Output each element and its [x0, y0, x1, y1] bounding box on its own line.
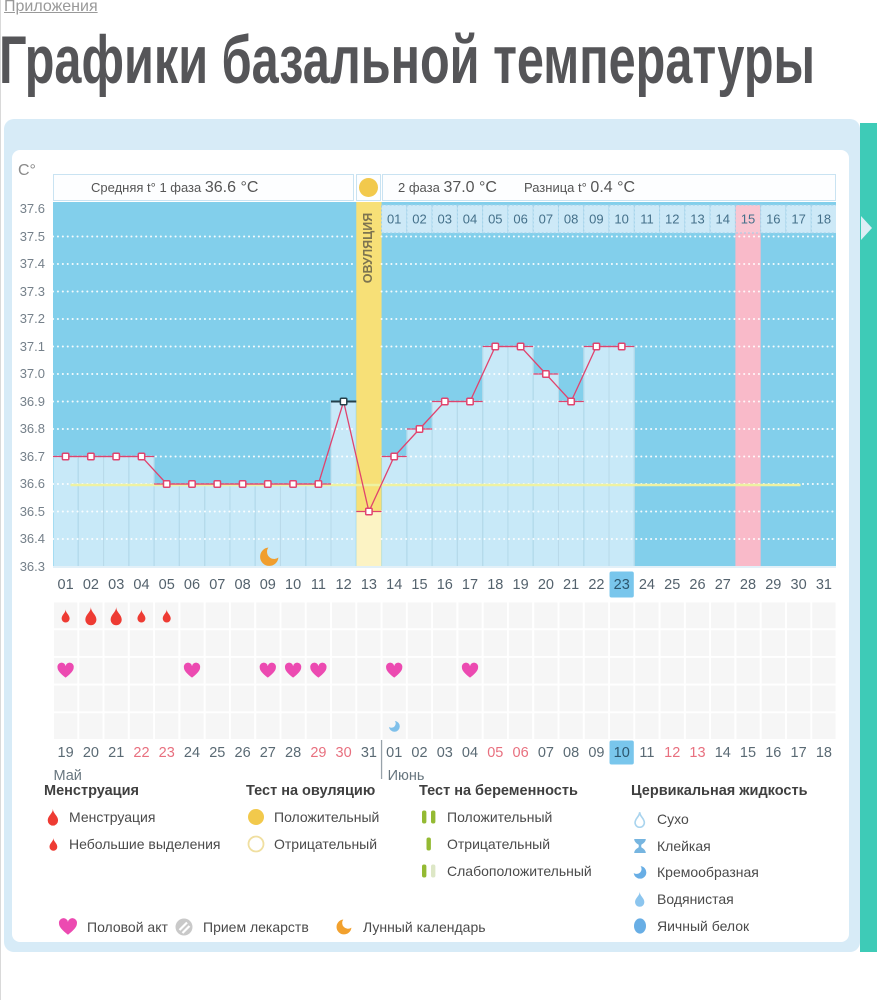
svg-text:09: 09 — [589, 212, 603, 227]
svg-text:22: 22 — [588, 577, 604, 593]
svg-text:08: 08 — [563, 212, 577, 227]
svg-text:01: 01 — [386, 212, 400, 227]
svg-text:23: 23 — [158, 745, 174, 761]
svg-text:25: 25 — [209, 745, 225, 761]
svg-text:28: 28 — [285, 745, 301, 761]
svg-text:22: 22 — [133, 745, 149, 761]
svg-text:31: 31 — [815, 577, 831, 593]
svg-text:26: 26 — [234, 745, 250, 761]
svg-text:30: 30 — [790, 577, 806, 593]
svg-text:19: 19 — [512, 577, 528, 593]
svg-text:21: 21 — [563, 577, 579, 593]
svg-text:06: 06 — [513, 212, 527, 227]
svg-text:12: 12 — [664, 745, 680, 761]
svg-text:15: 15 — [739, 745, 755, 761]
svg-text:04: 04 — [133, 577, 149, 593]
svg-text:14: 14 — [386, 577, 402, 593]
svg-text:03: 03 — [437, 212, 451, 227]
svg-text:24: 24 — [183, 745, 199, 761]
svg-text:12: 12 — [335, 577, 351, 593]
svg-text:01: 01 — [386, 745, 402, 761]
svg-text:07: 07 — [537, 745, 553, 761]
svg-text:10: 10 — [285, 577, 301, 593]
svg-text:27: 27 — [259, 745, 275, 761]
svg-text:01: 01 — [57, 577, 73, 593]
svg-text:17: 17 — [461, 577, 477, 593]
svg-text:19: 19 — [57, 745, 73, 761]
svg-text:16: 16 — [436, 577, 452, 593]
svg-text:Июнь: Июнь — [387, 768, 424, 784]
svg-text:02: 02 — [412, 212, 426, 227]
svg-text:28: 28 — [739, 577, 755, 593]
svg-text:25: 25 — [664, 577, 680, 593]
svg-text:05: 05 — [487, 745, 503, 761]
svg-text:05: 05 — [158, 577, 174, 593]
svg-text:18: 18 — [816, 212, 830, 227]
svg-text:18: 18 — [815, 745, 831, 761]
svg-text:12: 12 — [664, 212, 678, 227]
svg-text:11: 11 — [640, 212, 654, 227]
svg-text:20: 20 — [537, 577, 553, 593]
svg-text:09: 09 — [259, 577, 275, 593]
svg-text:18: 18 — [487, 577, 503, 593]
svg-text:24: 24 — [638, 577, 654, 593]
svg-text:11: 11 — [639, 745, 654, 761]
svg-text:16: 16 — [766, 212, 780, 227]
svg-text:15: 15 — [740, 212, 754, 227]
svg-text:27: 27 — [714, 577, 730, 593]
svg-text:14: 14 — [715, 212, 729, 227]
svg-text:30: 30 — [335, 745, 351, 761]
svg-text:06: 06 — [512, 745, 528, 761]
svg-text:13: 13 — [689, 745, 705, 761]
svg-text:29: 29 — [765, 577, 781, 593]
svg-text:03: 03 — [436, 745, 452, 761]
svg-text:10: 10 — [613, 745, 629, 761]
svg-text:13: 13 — [690, 212, 704, 227]
svg-text:20: 20 — [82, 745, 98, 761]
svg-text:26: 26 — [689, 577, 705, 593]
svg-text:07: 07 — [538, 212, 552, 227]
svg-text:02: 02 — [411, 745, 427, 761]
svg-text:09: 09 — [588, 745, 604, 761]
svg-text:21: 21 — [108, 745, 124, 761]
svg-text:17: 17 — [790, 745, 806, 761]
svg-text:31: 31 — [360, 745, 376, 761]
svg-text:16: 16 — [765, 745, 781, 761]
svg-text:Май: Май — [53, 768, 81, 784]
svg-text:29: 29 — [310, 745, 326, 761]
svg-text:08: 08 — [563, 745, 579, 761]
svg-text:13: 13 — [360, 577, 376, 593]
svg-text:04: 04 — [462, 212, 476, 227]
svg-text:04: 04 — [461, 745, 477, 761]
svg-text:11: 11 — [310, 577, 325, 593]
svg-text:23: 23 — [613, 577, 629, 593]
svg-text:08: 08 — [234, 577, 250, 593]
svg-text:02: 02 — [82, 577, 98, 593]
svg-text:07: 07 — [209, 577, 225, 593]
svg-text:06: 06 — [183, 577, 199, 593]
svg-text:14: 14 — [714, 745, 730, 761]
svg-text:05: 05 — [488, 212, 502, 227]
svg-text:03: 03 — [108, 577, 124, 593]
svg-text:10: 10 — [614, 212, 628, 227]
svg-text:17: 17 — [791, 212, 805, 227]
svg-text:15: 15 — [411, 577, 427, 593]
